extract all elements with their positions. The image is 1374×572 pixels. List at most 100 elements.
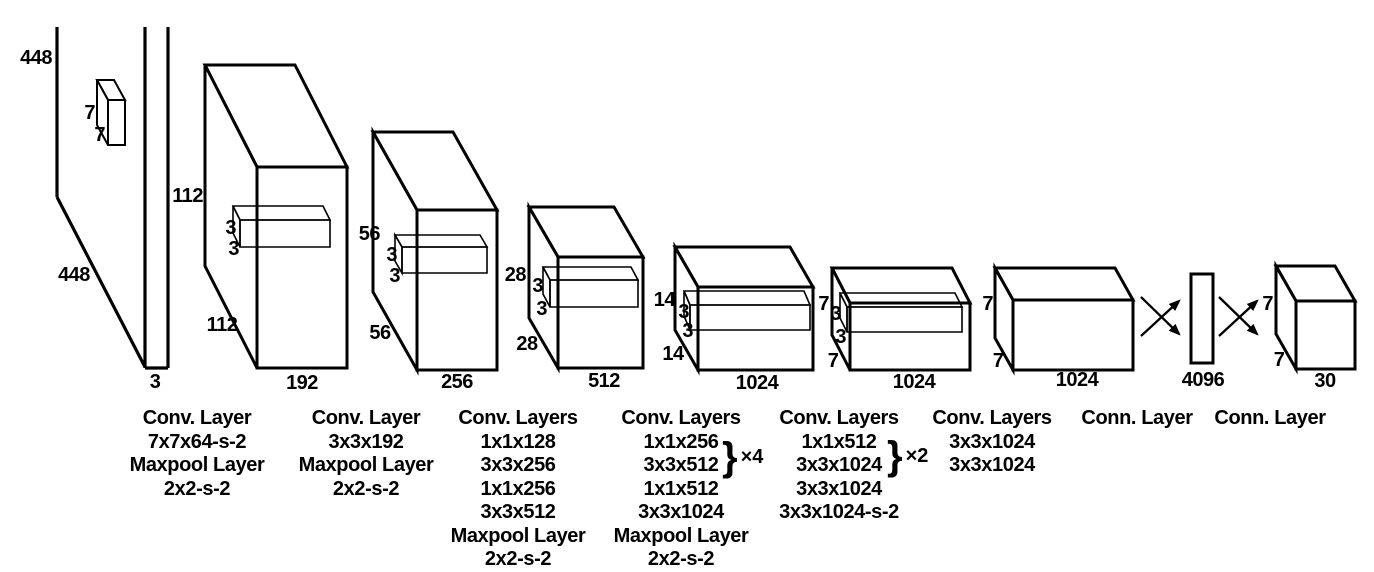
layer-label-line: 2x2-s-2 bbox=[484, 548, 552, 570]
block3-width-label: 28 bbox=[516, 333, 538, 355]
block1-kernel-h-label: 3 bbox=[225, 217, 236, 239]
layer-label-line: 3x3x256 bbox=[480, 454, 556, 476]
layer-label-line: 3x3x1024-s-2 bbox=[779, 501, 899, 523]
layer-label-line: 3x3x512 bbox=[643, 454, 719, 476]
conv-block-4-tensor bbox=[672, 241, 816, 376]
fully-connected-arrows-2 bbox=[1218, 296, 1259, 337]
fc1-arrow-up bbox=[1140, 299, 1181, 337]
input-channels-label: 3 bbox=[150, 371, 161, 393]
block5-width-label: 7 bbox=[828, 350, 839, 372]
conv-block-4-kernel bbox=[682, 290, 812, 331]
input-height-label: 448 bbox=[20, 47, 52, 69]
output-tensor bbox=[1273, 260, 1358, 375]
fc2-arrow-down bbox=[1218, 296, 1259, 336]
layer-label-line: Conn. Layer bbox=[1214, 407, 1326, 429]
block5-channels-label: 1024 bbox=[893, 371, 937, 393]
block2-kernel-h-label: 3 bbox=[386, 244, 397, 266]
layer-label-line: 1x1x512 bbox=[801, 430, 877, 453]
conv-block-2-kernel bbox=[393, 232, 489, 276]
layer-label-line: 3x3x1024 bbox=[949, 454, 1035, 476]
block1-dim-labels: 112 112 192 3 3 bbox=[172, 185, 319, 394]
block6-height-label: 7 bbox=[982, 293, 993, 315]
layer-label-col-1: Conv. Layer 7x7x64-s-2 Maxpool Layer 2x2-s-… bbox=[130, 407, 265, 501]
conv-block-2-tensor bbox=[370, 126, 500, 376]
block1-channels-label: 192 bbox=[286, 372, 318, 394]
block3-kernel-h-label: 3 bbox=[532, 275, 543, 297]
fc-vector: 4096 bbox=[1182, 272, 1225, 391]
layer-label-line: Maxpool Layer bbox=[613, 524, 749, 547]
output-width-label: 7 bbox=[1274, 349, 1285, 371]
block1-kernel-front bbox=[239, 219, 331, 248]
layer-label-line: 3x3x1024 bbox=[796, 477, 882, 500]
block2-front-face bbox=[415, 208, 499, 372]
block4-height-label: 14 bbox=[654, 289, 677, 311]
layer-label-line: 3x3x1024 bbox=[796, 454, 882, 476]
block2-kernel-w-label: 3 bbox=[389, 265, 400, 287]
layer-label-line: Maxpool Layer bbox=[450, 524, 586, 547]
block1-front-face bbox=[255, 165, 349, 370]
layer-label-col-7: Conn. Layer bbox=[1081, 407, 1193, 431]
block5-top-face bbox=[829, 266, 973, 305]
block4-channels-label: 1024 bbox=[736, 372, 780, 394]
layer-label-line: 2x2-s-2 bbox=[332, 477, 400, 500]
brace-glyph: } bbox=[887, 434, 903, 478]
block5-kernel-front bbox=[846, 306, 963, 333]
kernel-front-face bbox=[107, 99, 126, 146]
layer-label-col-8: Conn. Layer bbox=[1214, 407, 1326, 431]
layer-label-line: Maxpool Layer bbox=[298, 454, 434, 476]
input-kernel-w-label: 7 bbox=[94, 124, 105, 146]
layer-label-line: 3x3x192 bbox=[328, 430, 404, 453]
layer-label-line: Conn. Layer bbox=[1081, 407, 1193, 429]
input-conv-kernel-7x7 bbox=[95, 79, 127, 146]
fc2-arrow-up bbox=[1218, 299, 1259, 337]
conv-block-1-kernel bbox=[231, 205, 332, 248]
block2-dim-labels: 56 56 256 3 3 bbox=[359, 223, 474, 393]
block5-kernel-h-label: 3 bbox=[830, 303, 841, 325]
layer-label-line: 3x3x512 bbox=[480, 501, 556, 523]
conv-block-1-tensor bbox=[202, 63, 350, 370]
block5-dim-labels: 7 7 1024 3 3 bbox=[818, 293, 937, 393]
block6-front-face bbox=[1011, 298, 1135, 372]
block4-kernel-w-label: 3 bbox=[682, 320, 693, 342]
block2-channels-label: 256 bbox=[441, 371, 473, 393]
block1-kernel-w-label: 3 bbox=[228, 238, 239, 260]
block4-kernel-h-label: 3 bbox=[678, 301, 689, 323]
input-dim-labels: 448 448 3 7 7 bbox=[20, 47, 161, 393]
layer-label-line: Conv. Layers bbox=[932, 407, 1052, 429]
repeat-count-label: ×2 bbox=[905, 444, 929, 467]
layer-label-line: 1x1x512 bbox=[643, 477, 719, 500]
block3-channels-label: 512 bbox=[588, 370, 620, 392]
output-front-face bbox=[1294, 299, 1357, 371]
block1-height-label: 112 bbox=[172, 185, 203, 207]
input-image-plane bbox=[55, 27, 170, 370]
fc-vector-rect bbox=[1189, 272, 1215, 365]
block3-front-face bbox=[556, 255, 645, 370]
layer-label-line: 2x2-s-2 bbox=[163, 477, 231, 500]
input-kernel-h-label: 7 bbox=[84, 102, 95, 124]
conv-block-5-tensor bbox=[829, 266, 973, 372]
block4-width-label: 14 bbox=[662, 343, 685, 365]
repeat-brace-x2: } ×2 bbox=[887, 436, 928, 476]
block2-height-label: 56 bbox=[359, 223, 381, 245]
block3-kernel-w-label: 3 bbox=[536, 298, 547, 320]
output-dim-labels: 7 7 30 bbox=[1262, 293, 1336, 392]
block2-kernel-front bbox=[401, 246, 488, 274]
fc1-arrow-down bbox=[1140, 296, 1181, 336]
repeat-brace-x4: } ×4 bbox=[722, 437, 763, 477]
output-channels-label: 30 bbox=[1314, 370, 1336, 392]
block5-kernel-w-label: 3 bbox=[835, 326, 846, 348]
block6-top-face bbox=[992, 266, 1136, 302]
layer-label-line: Conv. Layer bbox=[311, 407, 421, 429]
fully-connected-arrows-1 bbox=[1140, 296, 1181, 337]
block4-kernel-front bbox=[689, 304, 811, 331]
block1-width-label: 112 bbox=[207, 314, 238, 336]
block6-dim-labels: 7 7 1024 bbox=[982, 293, 1100, 391]
block3-dim-labels: 28 28 512 3 3 bbox=[505, 264, 621, 392]
block5-front-face bbox=[848, 301, 972, 372]
layer-label-col-6: Conv. Layers 3x3x1024 3x3x1024 bbox=[932, 407, 1052, 478]
block4-front-face bbox=[696, 285, 815, 372]
brace-glyph: } bbox=[722, 435, 738, 479]
block4-dim-labels: 14 14 1024 3 3 bbox=[654, 289, 780, 394]
